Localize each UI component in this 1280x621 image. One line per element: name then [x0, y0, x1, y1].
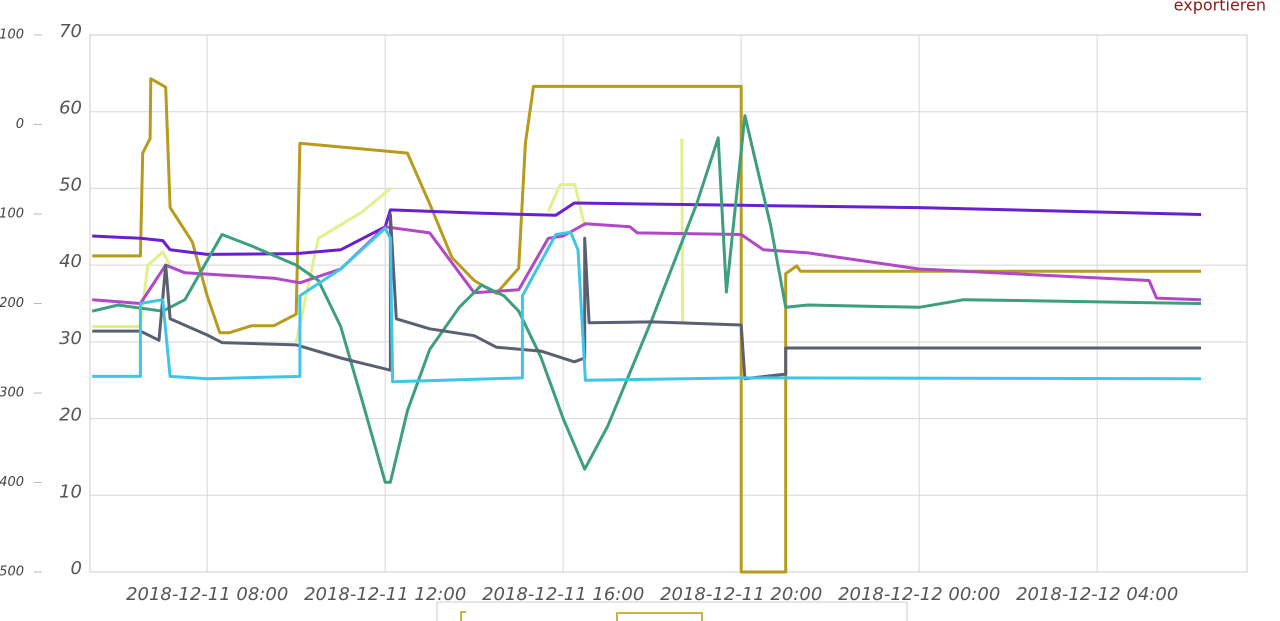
y2-tick-label: 0 [16, 117, 24, 132]
plot-border [89, 34, 1248, 573]
line-series [92, 226, 1202, 384]
y-tick-label: 40 [59, 251, 82, 272]
y-tick-label: 10 [59, 481, 82, 502]
x-tick-label: 2018-12-12 04:00 [1016, 584, 1178, 605]
y-tick-label: 70 [59, 21, 82, 42]
y-tick-label: 60 [59, 98, 82, 119]
y-tick-label: 30 [59, 328, 82, 349]
y-tick-label: 20 [59, 405, 82, 426]
export-link[interactable]: exportieren [1174, 0, 1266, 15]
line-series [92, 138, 686, 343]
line-series [91, 114, 1202, 484]
legend-box [436, 601, 908, 621]
line-series [92, 213, 1201, 381]
y2-tick-label: 200 [0, 296, 24, 311]
y-tick-label: 50 [59, 174, 82, 195]
legend-item[interactable] [616, 612, 703, 621]
line-series [92, 201, 1202, 256]
x-tick-label: 2018-12-11 20:00 [660, 584, 822, 605]
x-tick-label: 2018-12-12 00:00 [838, 584, 1000, 605]
y2-tick-label: 500 [0, 565, 24, 580]
y2-tick-label: 100 [0, 28, 24, 43]
x-tick-label: 2018-12-11 16:00 [482, 584, 644, 605]
x-tick-label: 2018-12-11 12:00 [304, 584, 466, 605]
y2-tick-label: 300 [0, 386, 24, 401]
y-tick-label: 0 [71, 558, 82, 579]
line-series [92, 77, 1201, 574]
line-series [92, 222, 1202, 305]
legend-symbol [460, 611, 466, 621]
y2-tick-label: 100 [0, 207, 24, 222]
x-tick-label: 2018-12-11 08:00 [126, 584, 288, 605]
y2-tick-label: 400 [0, 475, 24, 490]
